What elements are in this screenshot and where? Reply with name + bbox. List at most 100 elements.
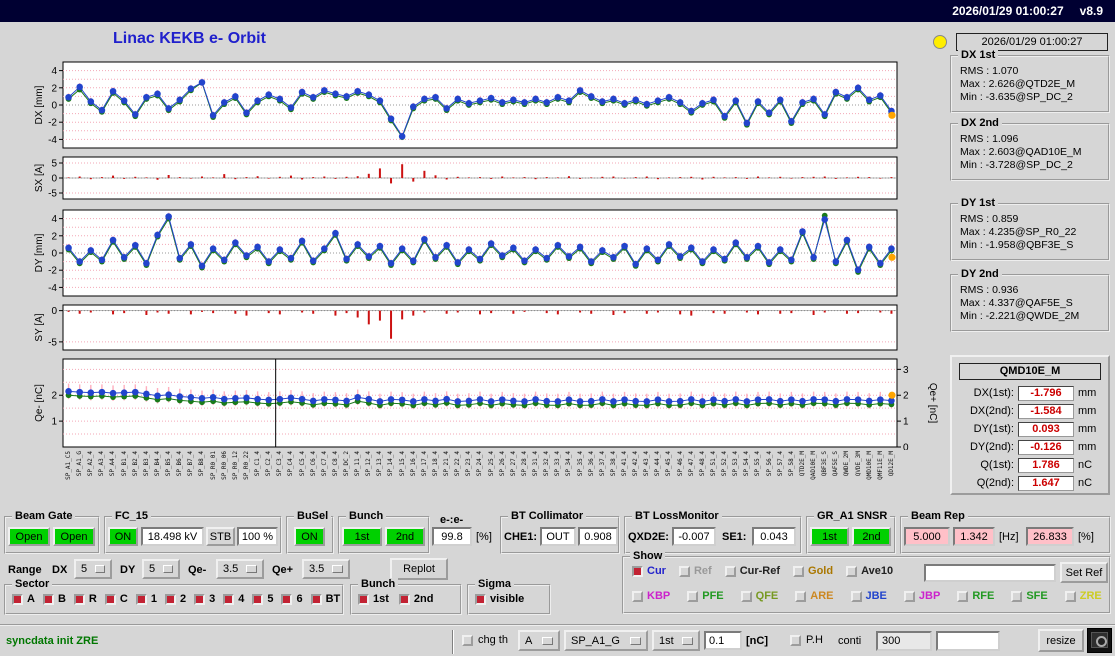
show-checkbox-pfe[interactable]: PFE xyxy=(687,590,724,602)
checkbox-indicator[interactable] xyxy=(42,593,54,605)
bunch-checkbox-2nd[interactable]: 2nd xyxy=(398,593,433,605)
range-dx-select[interactable]: 5 xyxy=(74,559,112,579)
ph-checkbox[interactable]: P.H xyxy=(790,634,823,646)
range-dy-select[interactable]: 5 xyxy=(142,559,180,579)
checkbox-indicator[interactable] xyxy=(310,593,322,605)
busel-on-button[interactable]: ON xyxy=(294,527,325,546)
sector-checkbox-b[interactable]: B xyxy=(42,593,66,605)
data-timestamp: 2026/01/29 01:00:27 xyxy=(956,33,1108,51)
show-checkbox-cur-ref[interactable]: Cur-Ref xyxy=(724,565,780,577)
show-checkbox-qfe[interactable]: QFE xyxy=(740,590,778,602)
show-checkbox-kbp[interactable]: KBP xyxy=(632,590,670,602)
sector-checkbox-4[interactable]: 4 xyxy=(223,593,244,605)
checkbox-indicator[interactable] xyxy=(632,565,643,577)
ph-check-indicator[interactable] xyxy=(790,634,801,646)
stat-max: Max : 4.337@QAF5E_S xyxy=(960,297,1073,309)
sigma-checkbox-visible[interactable]: visible xyxy=(475,593,524,605)
range-qem-select[interactable]: 3.5 xyxy=(216,559,264,579)
checkbox-indicator[interactable] xyxy=(398,593,410,605)
aux-input[interactable] xyxy=(936,631,1000,651)
checkbox-indicator[interactable] xyxy=(1064,590,1076,602)
screenshot-camera-button[interactable] xyxy=(1087,628,1112,653)
qmd-row-unit: mm xyxy=(1078,423,1097,435)
dx-orbit-chart: 4 2 0 -2 -4DX [mm] xyxy=(34,61,898,149)
checkbox-indicator[interactable] xyxy=(252,593,264,605)
count-select[interactable]: 300 xyxy=(876,631,932,651)
bpm-name-label: SP_B5_4 xyxy=(165,451,173,477)
checkbox-indicator[interactable] xyxy=(1011,590,1023,602)
sector-checkbox-6[interactable]: 6 xyxy=(281,593,303,605)
bunch-select[interactable]: 1st xyxy=(652,630,700,651)
checkbox-indicator[interactable] xyxy=(740,590,752,602)
sector-checkbox-3[interactable]: 3 xyxy=(194,593,215,605)
checkbox-indicator[interactable] xyxy=(73,593,85,605)
snsr-2nd-button[interactable]: 2nd xyxy=(852,527,891,546)
device-select[interactable]: SP_A1_G xyxy=(564,630,648,651)
bunch-2nd-button[interactable]: 2nd xyxy=(385,527,425,546)
sector-checkbox-2[interactable]: 2 xyxy=(164,593,186,605)
qxd2e-label: QXD2E: xyxy=(628,531,669,543)
show-checkbox-cur[interactable]: Cur xyxy=(632,565,666,577)
checkbox-indicator[interactable] xyxy=(194,593,206,605)
resize-button[interactable]: resize xyxy=(1038,629,1084,652)
bpm-name-label: SP_41_4 xyxy=(621,451,628,477)
chg-th-check-indicator[interactable] xyxy=(462,634,473,646)
threshold-input[interactable] xyxy=(704,631,742,650)
bunch-1st-button[interactable]: 1st xyxy=(342,527,382,546)
checkbox-indicator[interactable] xyxy=(104,593,116,605)
beam-gate-open-button-2[interactable]: Open xyxy=(53,527,95,546)
show-checkbox-sfe[interactable]: SFE xyxy=(1011,590,1048,602)
checkbox-indicator[interactable] xyxy=(846,565,858,577)
checkbox-label: 6 xyxy=(296,593,303,605)
show-checkbox-rfe[interactable]: RFE xyxy=(957,590,994,602)
sector-checkbox-r[interactable]: R xyxy=(73,593,97,605)
show-checkbox-gold[interactable]: Gold xyxy=(793,565,833,577)
snsr-1st-button[interactable]: 1st xyxy=(810,527,849,546)
beam-gate-open-button-1[interactable]: Open xyxy=(8,527,50,546)
checkbox-indicator[interactable] xyxy=(223,593,235,605)
bt-collimator-group: BT Collimator CHE1: OUT 0.908 xyxy=(500,510,620,554)
qmd-row-value: -1.796 xyxy=(1018,385,1074,401)
checkbox-indicator[interactable] xyxy=(475,593,486,605)
checkbox-indicator[interactable] xyxy=(724,565,736,577)
range-qep-select[interactable]: 3.5 xyxy=(302,559,350,579)
show-checkbox-jbp[interactable]: JBP xyxy=(903,590,940,602)
fc15-on-button[interactable]: ON xyxy=(108,527,138,546)
mode-select[interactable]: A xyxy=(518,630,560,651)
checkbox-indicator[interactable] xyxy=(957,590,969,602)
checkbox-indicator[interactable] xyxy=(903,590,915,602)
checkbox-indicator[interactable] xyxy=(687,590,699,602)
replot-button[interactable]: Replot xyxy=(390,558,448,580)
checkbox-indicator[interactable] xyxy=(358,593,369,605)
checkbox-indicator[interactable] xyxy=(12,593,23,605)
checkbox-indicator[interactable] xyxy=(793,565,805,577)
set-ref-input[interactable] xyxy=(924,564,1056,582)
checkbox-indicator[interactable] xyxy=(850,590,862,602)
show-checkbox-zre[interactable]: ZRE xyxy=(1064,590,1102,602)
show-checkbox-jbe[interactable]: JBE xyxy=(850,590,887,602)
set-ref-button[interactable]: Set Ref xyxy=(1060,562,1108,583)
checkbox-indicator[interactable] xyxy=(632,590,643,602)
page-title: Linac KEKB e- Orbit xyxy=(113,30,266,47)
bunch-checkbox-1st[interactable]: 1st xyxy=(358,593,389,605)
sector-checkbox-c[interactable]: C xyxy=(104,593,128,605)
show-checkbox-are[interactable]: ARE xyxy=(795,590,834,602)
bpm-name-label: QD12E_M xyxy=(887,451,895,477)
qmd-row-unit: nC xyxy=(1078,477,1093,489)
checkbox-indicator[interactable] xyxy=(678,565,690,577)
show-checkbox-ave10[interactable]: Ave10 xyxy=(846,565,893,577)
sector-checkbox-a[interactable]: A xyxy=(12,593,35,605)
fc15-stb-button[interactable]: STB xyxy=(206,527,235,546)
checkbox-indicator[interactable] xyxy=(164,593,176,605)
stat-min: Min : -3.728@SP_DC_2 xyxy=(960,159,1073,171)
checkbox-indicator[interactable] xyxy=(281,593,293,605)
sector-checkbox-bt[interactable]: BT xyxy=(310,593,340,605)
sector-checkbox-5[interactable]: 5 xyxy=(252,593,273,605)
sector-checkbox-1[interactable]: 1 xyxy=(135,593,157,605)
show-checkbox-ref[interactable]: Ref xyxy=(678,565,712,577)
checkbox-indicator[interactable] xyxy=(135,593,147,605)
checkbox-indicator[interactable] xyxy=(795,590,807,602)
bunch-group: Bunch 1st 2nd xyxy=(338,510,430,554)
bpm-name-label: SP_38_4 xyxy=(609,451,617,477)
chg-th-checkbox[interactable]: chg th xyxy=(462,634,508,646)
